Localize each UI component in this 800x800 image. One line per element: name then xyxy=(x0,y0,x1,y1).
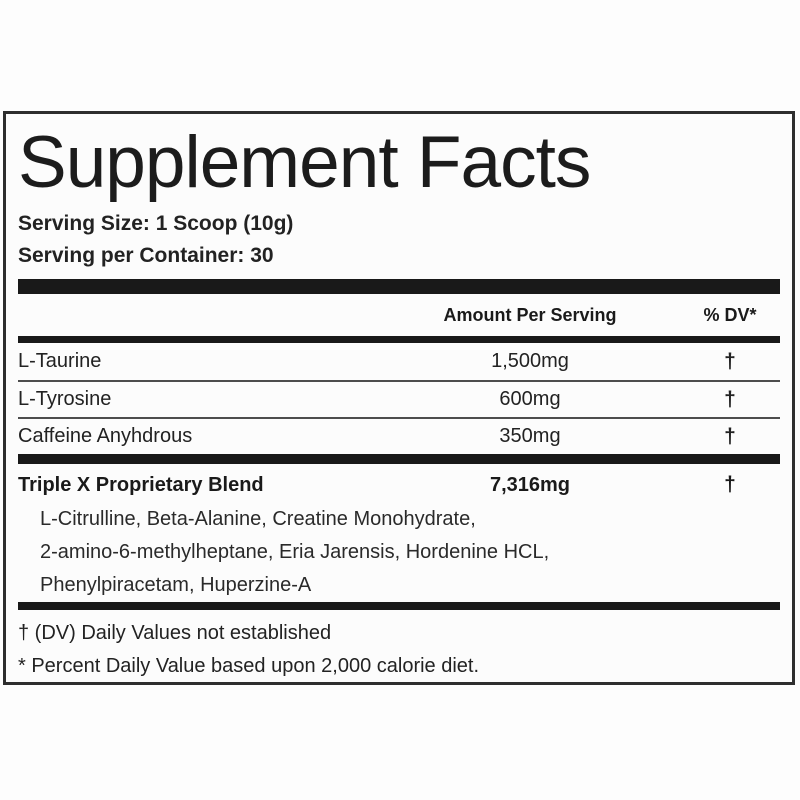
dv-dagger: † xyxy=(724,349,736,373)
blend-name: Triple X Proprietary Blend xyxy=(18,473,264,496)
blend-ingredients: L-Citrulline, Beta-Alanine, Creatine Mon… xyxy=(18,503,780,602)
nutrient-name: L-Taurine xyxy=(18,350,102,372)
table-row: Caffeine Anyhdrous 350mg † xyxy=(18,417,780,454)
column-header-row: Amount Per Serving % DV* xyxy=(18,294,780,336)
blend-ingredients-line: Phenylpiracetam, Huperzine-A xyxy=(40,574,312,596)
servings-per-container: Serving per Container: 30 xyxy=(18,244,274,267)
serving-size: Serving Size: 1 Scoop (10g) xyxy=(18,212,294,235)
proprietary-blend-row: Triple X Proprietary Blend 7,316mg † xyxy=(18,470,780,500)
nutrient-amount: 350mg xyxy=(499,425,561,447)
dv-dagger: † xyxy=(724,424,736,448)
nutrient-amount: 1,500mg xyxy=(491,350,569,372)
footnote-percent-dv: * Percent Daily Value based upon 2,000 c… xyxy=(18,655,480,677)
dv-dagger: † xyxy=(724,387,736,411)
panel-title: Supplement Facts xyxy=(18,122,591,203)
dv-dagger: † xyxy=(724,473,736,496)
header-percent-dv: % DV* xyxy=(703,304,757,325)
nutrient-name: Caffeine Anyhdrous xyxy=(18,425,193,447)
table-row: L-Tyrosine 600mg † xyxy=(18,380,780,417)
footnote-dv: † (DV) Daily Values not established xyxy=(18,622,332,644)
table-row: L-Taurine 1,500mg † xyxy=(18,343,780,380)
blend-ingredients-line: 2-amino-6-methylheptane, Eria Jarensis, … xyxy=(40,541,550,563)
nutrient-amount: 600mg xyxy=(499,388,561,410)
blend-ingredients-line: L-Citrulline, Beta-Alanine, Creatine Mon… xyxy=(40,508,476,530)
blend-amount: 7,316mg xyxy=(489,473,571,496)
divider-bar-header xyxy=(18,336,780,343)
nutrient-name: L-Tyrosine xyxy=(18,388,112,410)
supplement-facts-panel: Supplement Facts Serving Size: 1 Scoop (… xyxy=(3,111,795,685)
divider-bar-footnotes xyxy=(18,602,780,610)
divider-bar-top xyxy=(18,279,780,294)
divider-bar-blend xyxy=(18,454,780,464)
serving-info: Serving Size: 1 Scoop (10g) Serving per … xyxy=(18,208,780,272)
footnotes: † (DV) Daily Values not established * Pe… xyxy=(18,617,780,683)
header-amount-per-serving: Amount Per Serving xyxy=(443,304,617,325)
